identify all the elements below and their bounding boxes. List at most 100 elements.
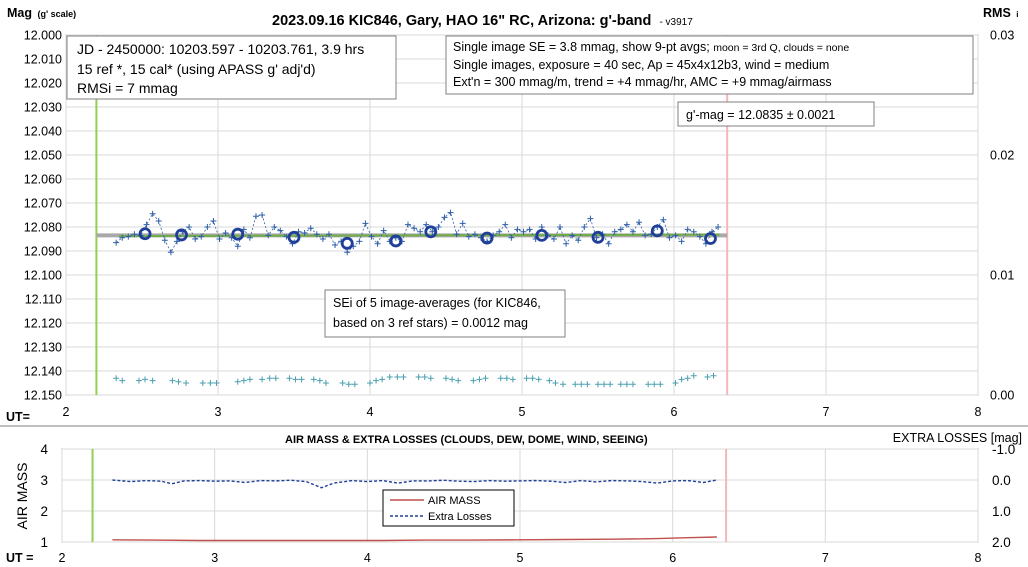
- top-y-tick-label: 12.030: [24, 101, 62, 115]
- top-y-tick-label: 12.080: [24, 221, 62, 235]
- top-y2-tick-labels: 0.03 0.02 0.01 0.00: [990, 29, 1014, 403]
- y-axis-label-main: Mag: [7, 6, 32, 20]
- legend-losses-label: Extra Losses: [428, 511, 492, 523]
- bottom-y-tick-label: 2: [40, 504, 48, 519]
- chart-version: - v3917: [659, 17, 693, 28]
- rms-point: [286, 375, 293, 382]
- average-point: [287, 230, 301, 244]
- top-y-tick-label: 12.110: [25, 293, 62, 307]
- rms-points: [113, 372, 717, 388]
- rms-point: [183, 380, 190, 386]
- rms-point: [240, 377, 247, 384]
- top-y-tick-label: 12.130: [24, 341, 62, 355]
- single-image-point: [520, 228, 527, 235]
- bottom-x-tick-label: 6: [669, 551, 676, 565]
- bottom-y2-axis-label: EXTRA LOSSES [mag]: [893, 431, 1022, 445]
- single-image-point: [557, 224, 563, 230]
- sei-box: [324, 289, 566, 338]
- rms-point: [113, 375, 120, 382]
- y2-axis-label-sub: i: [1016, 10, 1018, 19]
- single-image-point: [672, 232, 679, 239]
- rms-point: [629, 381, 636, 388]
- single-image-point: [684, 226, 691, 233]
- rms-point: [199, 380, 206, 386]
- mag-result-box: [677, 101, 875, 127]
- single-image-point: [259, 212, 266, 218]
- rms-point: [310, 376, 317, 383]
- top-y-tick-label: 12.050: [24, 149, 62, 163]
- single-image-point: [210, 218, 217, 224]
- single-image-point: [265, 232, 272, 239]
- rms-point: [316, 377, 323, 384]
- single-image-point: [198, 233, 205, 240]
- single-image-point: [465, 233, 472, 240]
- average-point: [175, 228, 188, 242]
- legend-airmass-label: AIR MASS: [428, 495, 481, 507]
- rms-point: [623, 381, 630, 388]
- rms-point: [678, 376, 685, 383]
- rms-point: [509, 376, 516, 383]
- single-image-point: [593, 234, 600, 241]
- rms-point: [617, 381, 624, 388]
- single-image-point: [447, 209, 454, 216]
- rms-point: [339, 380, 346, 386]
- single-image-point: [441, 214, 448, 221]
- single-image-point: [186, 224, 193, 230]
- single-image-point: [696, 233, 703, 240]
- single-image-point: [374, 240, 381, 247]
- single-image-point: [368, 233, 375, 240]
- rms-point: [601, 381, 608, 388]
- top-y-tick-label: 12.020: [24, 77, 62, 91]
- rms-point: [379, 376, 386, 383]
- bottom-y-tick-label: 3: [40, 473, 48, 488]
- top-y2-tick-label: 0.00: [990, 389, 1014, 403]
- single-image-point: [526, 226, 533, 233]
- single-image-point: [149, 210, 156, 217]
- single-image-point: [234, 243, 241, 250]
- single-image-points: [113, 209, 722, 256]
- single-image-point: [222, 230, 229, 236]
- rms-point: [546, 377, 553, 384]
- rms-point: [272, 375, 279, 382]
- rms-point: [657, 381, 664, 388]
- rms-point: [266, 375, 273, 382]
- bottom-x-axis-label: UT =: [6, 551, 33, 565]
- single-image-point: [155, 218, 162, 224]
- single-image-point: [617, 226, 624, 233]
- single-image-point: [514, 226, 521, 233]
- rms-point: [710, 372, 717, 379]
- bottom-y2-tick-label: -1.0: [992, 442, 1015, 457]
- rms-point: [645, 381, 652, 388]
- rms-point: [427, 375, 434, 382]
- average-point: [480, 231, 494, 245]
- single-image-point: [125, 233, 132, 240]
- bottom-y-axis-label: AIR MASS: [14, 463, 30, 530]
- bottom-x-tick-label: 2: [59, 551, 66, 565]
- average-point: [138, 227, 152, 241]
- top-chart: 12.000 12.010 12.020 12.030 12.040 12.050 12.0…: [6, 6, 1019, 424]
- single-image-point: [253, 213, 259, 220]
- rms-point: [345, 381, 352, 388]
- average-point: [650, 224, 664, 238]
- single-image-point: [629, 228, 636, 235]
- single-image-point: [636, 219, 643, 226]
- rms-point: [322, 380, 329, 386]
- single-image-point: [313, 231, 320, 238]
- rms-point: [684, 375, 691, 382]
- single-image-point: [642, 232, 649, 239]
- rms-point: [651, 381, 658, 388]
- top-y2-tick-label: 0.03: [990, 29, 1014, 43]
- bottom-series: [112, 479, 718, 542]
- single-image-point: [623, 221, 630, 228]
- rms-point: [584, 381, 591, 388]
- rms-point: [672, 380, 679, 386]
- bottom-y-tick-label: 1: [40, 535, 48, 550]
- rms-point: [207, 380, 214, 386]
- rms-point: [234, 378, 241, 385]
- rms-point: [298, 376, 305, 383]
- bottom-y2-tick-label: 2.0: [992, 535, 1011, 550]
- single-image-point: [569, 232, 576, 239]
- rms-point: [470, 377, 477, 384]
- bottom-vertical-markers: [91, 449, 728, 542]
- rms-point: [497, 375, 504, 382]
